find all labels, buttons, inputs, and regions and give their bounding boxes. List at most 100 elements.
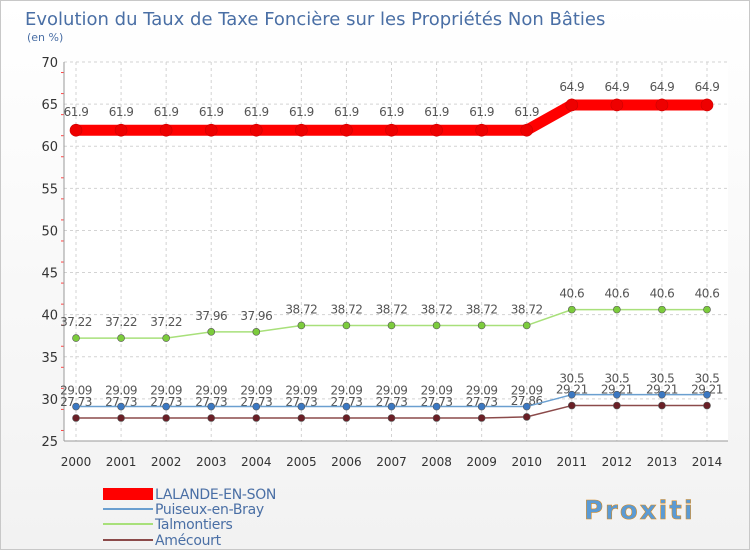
- y-tick-label: 35: [41, 351, 58, 366]
- legend-item-3: Amécourt: [103, 533, 222, 549]
- data-point: [658, 390, 666, 399]
- data-point: [207, 328, 216, 336]
- data-point: [117, 334, 125, 342]
- data-label: 38.72: [511, 302, 543, 316]
- data-label: 61.9: [379, 105, 404, 119]
- data-point: [658, 305, 666, 314]
- data-label: 29.09: [376, 384, 408, 398]
- data-point: [567, 305, 576, 314]
- data-label: 27.73: [105, 395, 137, 409]
- data-point: [658, 401, 666, 410]
- data-point: [297, 321, 306, 330]
- data-point: [432, 321, 441, 330]
- chart-title: Evolution du Taux de Taxe Foncière sur l…: [25, 9, 605, 30]
- y-tick-label: 25: [41, 435, 58, 450]
- data-label: 38.72: [285, 302, 317, 316]
- data-point: [700, 98, 714, 112]
- data-label: 27.73: [60, 395, 92, 409]
- data-point: [613, 390, 621, 399]
- x-tick-label: 2009: [466, 455, 497, 469]
- legend-item-0: LALANDE-EN-SON: [103, 487, 276, 503]
- data-point: [387, 321, 396, 330]
- y-tick-label: 70: [41, 56, 58, 71]
- data-label: 29.09: [105, 384, 137, 398]
- data-label: 30.5: [604, 372, 629, 386]
- series-2: 37.22 37.22 37.22 37.96 37.96 38.72 38.72 38.72…: [60, 287, 720, 342]
- data-label: 61.9: [154, 105, 179, 119]
- axes: 25 30 35 40 45 50 55 60 65 70 2000 2001 2002 2003 2004…: [41, 56, 728, 469]
- data-point: [522, 413, 531, 421]
- x-tick-label: 2004: [241, 455, 272, 469]
- data-point: [69, 123, 83, 137]
- data-point: [162, 402, 170, 411]
- data-label: 29.21: [691, 383, 723, 397]
- x-tick-label: 2008: [421, 455, 452, 469]
- data-point: [613, 305, 621, 314]
- data-point: [342, 414, 351, 422]
- data-label: 27.73: [376, 395, 408, 409]
- x-tick-label: 2005: [286, 455, 317, 469]
- legend-label: Amécourt: [155, 533, 222, 549]
- data-label: 61.9: [289, 105, 314, 119]
- data-label: 37.96: [195, 309, 227, 323]
- data-point: [249, 123, 263, 137]
- data-point: [159, 123, 173, 137]
- data-label: 29.21: [601, 383, 633, 397]
- y-tick-label: 40: [41, 309, 58, 324]
- data-label: 61.9: [514, 105, 539, 119]
- data-point: [252, 328, 261, 336]
- data-label: 27.73: [421, 395, 453, 409]
- series-3: 27.73 27.73 27.73 27.73 27.73 27.73 27.73 27.73…: [60, 383, 723, 422]
- data-label: 37.22: [105, 315, 137, 329]
- data-point: [342, 321, 351, 330]
- x-tick-label: 2002: [151, 455, 182, 469]
- data-label: 27.73: [285, 395, 317, 409]
- data-point: [72, 334, 80, 342]
- data-label: 37.96: [240, 309, 272, 323]
- y-tick-label: 60: [41, 140, 58, 155]
- x-tick-label: 2000: [61, 455, 92, 469]
- data-point: [477, 414, 486, 422]
- data-label: 30.5: [650, 372, 675, 386]
- data-label: 29.21: [556, 383, 588, 397]
- data-label: 27.73: [150, 395, 182, 409]
- data-point: [162, 334, 170, 342]
- data-label: 29.09: [511, 384, 543, 398]
- y-tick-label: 65: [41, 98, 58, 113]
- data-point: [522, 321, 531, 330]
- data-point: [207, 402, 216, 411]
- data-point: [567, 401, 576, 410]
- x-tick-label: 2013: [647, 455, 678, 469]
- data-point: [703, 401, 711, 410]
- data-label: 38.72: [376, 302, 408, 316]
- data-point: [117, 402, 125, 411]
- data-label: 61.9: [424, 105, 449, 119]
- data-point: [432, 414, 441, 422]
- x-tick-label: 2011: [557, 455, 588, 469]
- data-label: 27.73: [466, 395, 498, 409]
- data-label: 29.09: [330, 384, 362, 398]
- y-tick-label: 55: [41, 182, 58, 197]
- x-tick-label: 2014: [692, 455, 723, 469]
- data-point: [475, 123, 488, 137]
- x-tick-label: 2006: [331, 455, 362, 469]
- legend-label: Puiseux-en-Bray: [155, 502, 264, 518]
- data-point: [387, 402, 396, 411]
- data-label: 61.9: [64, 105, 89, 119]
- series-1: 29.09 29.09 29.09 29.09 29.09 29.09 29.09 29.09…: [60, 372, 720, 411]
- data-label: 29.21: [646, 383, 678, 397]
- legend-label: Talmontiers: [154, 517, 233, 533]
- data-point: [565, 98, 579, 112]
- data-point: [72, 402, 80, 411]
- data-point: [613, 401, 621, 410]
- data-point: [207, 414, 216, 422]
- data-label: 40.6: [604, 287, 629, 301]
- data-point: [703, 305, 711, 314]
- data-point: [655, 98, 669, 112]
- x-tick-label: 2001: [106, 455, 137, 469]
- data-label: 37.22: [150, 315, 182, 329]
- data-label: 27.73: [240, 395, 272, 409]
- data-label: 29.09: [421, 384, 453, 398]
- data-point: [72, 414, 80, 422]
